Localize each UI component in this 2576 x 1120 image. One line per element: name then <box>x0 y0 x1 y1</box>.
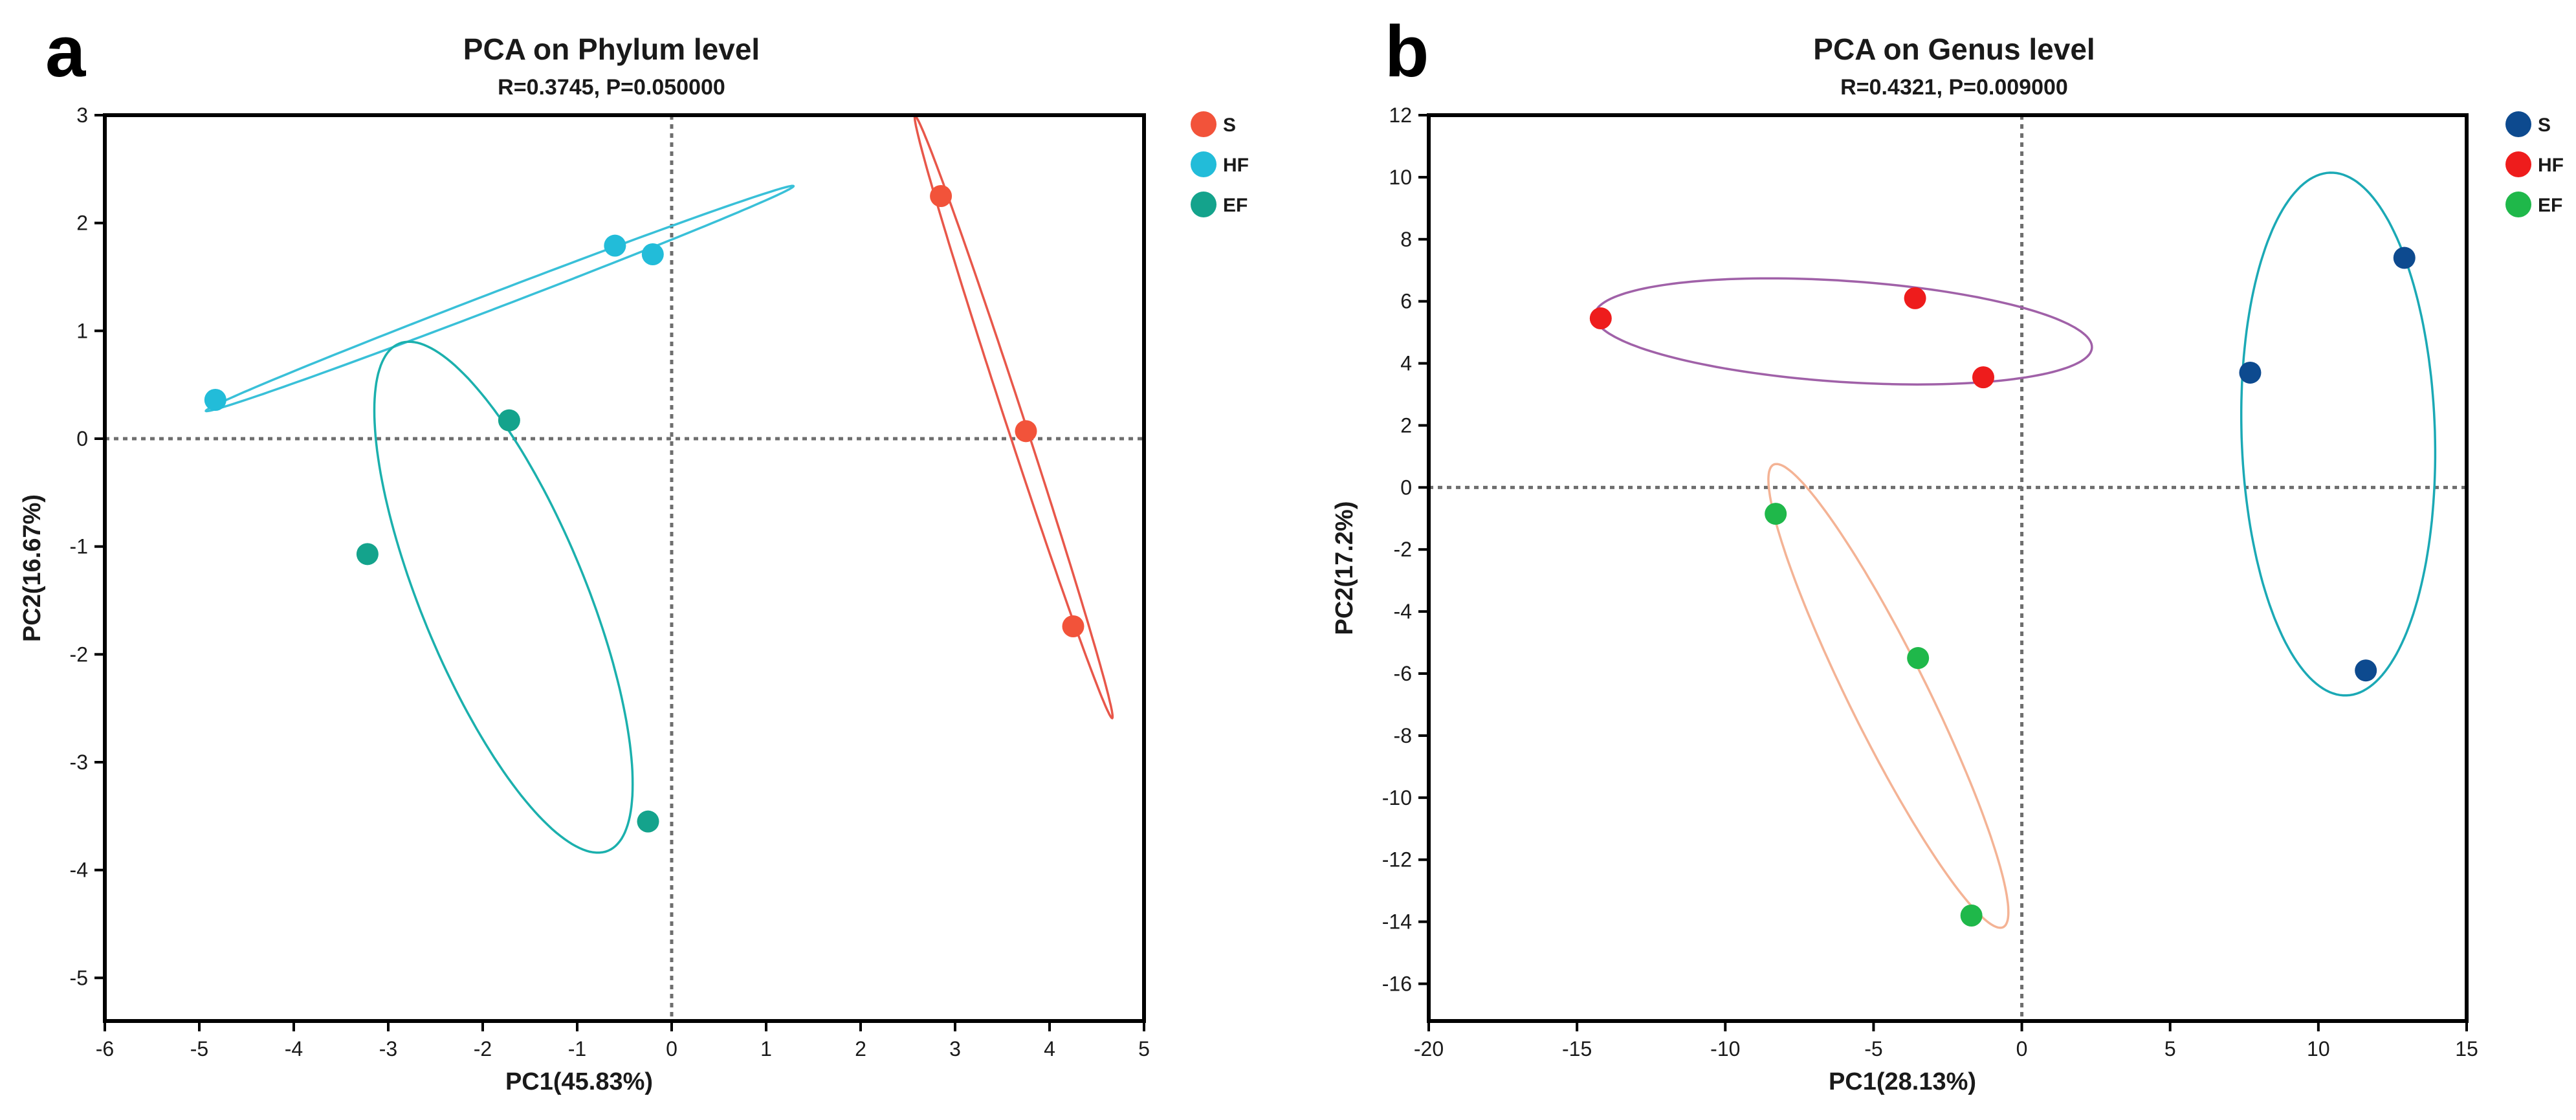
x-tick-label: -3 <box>379 1037 397 1060</box>
point-ef <box>637 810 659 833</box>
chart-title: PCA on Phylum level <box>463 32 760 66</box>
legend-label-ef: EF <box>2538 195 2562 216</box>
point-s <box>930 185 952 207</box>
plot-frame <box>1427 113 2469 1023</box>
x-tick-label: -1 <box>568 1037 586 1060</box>
x-tick-label: 0 <box>666 1037 677 1060</box>
point-ef <box>1960 904 1983 927</box>
point-s <box>2355 659 2377 682</box>
x-tick-label: 5 <box>2164 1037 2176 1060</box>
ellipse-hf <box>1593 277 2093 386</box>
y-tick-label: 2 <box>76 212 88 235</box>
y-tick-label: 6 <box>1400 290 1412 313</box>
x-tick-label: -4 <box>285 1037 303 1060</box>
ellipse-ef <box>373 340 634 854</box>
ellipse-ef <box>1767 463 2010 929</box>
chart-subtitle: R=0.3745, P=0.050000 <box>498 75 725 100</box>
y-axis-label: PC2(16.67%) <box>19 494 46 642</box>
point-ef <box>1907 647 1930 670</box>
legend-label-hf: HF <box>1223 155 1249 176</box>
legend-label-s: S <box>1223 115 1236 136</box>
point-hf <box>204 389 226 411</box>
point-hf <box>1589 307 1612 330</box>
x-tick-label: -10 <box>1710 1037 1740 1060</box>
point-s <box>1015 420 1037 443</box>
y-tick-label: -10 <box>1382 786 1412 809</box>
y-tick-label: 2 <box>1400 413 1412 437</box>
chart-title: PCA on Genus level <box>1813 32 2095 66</box>
x-tick-label: -5 <box>1864 1037 1882 1060</box>
legend-label-s: S <box>2538 115 2551 136</box>
chart-subtitle: R=0.4321, P=0.009000 <box>1840 75 2068 100</box>
point-hf <box>604 234 626 257</box>
point-s <box>2393 247 2416 269</box>
panel-letter: b <box>1385 11 1429 92</box>
point-ef <box>356 543 379 565</box>
legend-marker-s <box>2505 111 2531 137</box>
y-tick-label: -4 <box>70 859 88 882</box>
y-tick-label: -8 <box>1394 724 1412 747</box>
x-tick-label: 5 <box>1138 1037 1150 1060</box>
point-s <box>2239 361 2262 384</box>
panel-a: a PCA on Phylum level R=0.3745, P=0.050000… <box>19 11 1249 1095</box>
panel-letter: a <box>45 11 86 92</box>
point-s <box>1062 615 1084 637</box>
point-hf <box>1972 366 1994 389</box>
x-tick-label: 15 <box>2455 1037 2478 1060</box>
y-tick-label: 1 <box>76 319 88 342</box>
ellipse-s <box>2240 171 2437 697</box>
y-tick-label: 12 <box>1389 104 1412 127</box>
legend-label-ef: EF <box>1223 195 1248 216</box>
legend-marker-s <box>1191 111 1216 137</box>
x-tick-label: -20 <box>1414 1037 1444 1060</box>
y-tick-label: -2 <box>1394 538 1412 561</box>
x-tick-label: 2 <box>855 1037 866 1060</box>
y-tick-label: -16 <box>1382 972 1412 995</box>
x-tick-label: -15 <box>1562 1037 1592 1060</box>
x-tick-label: 10 <box>2307 1037 2330 1060</box>
x-tick-label: 4 <box>1044 1037 1055 1060</box>
y-tick-label: -6 <box>1394 662 1412 685</box>
legend-marker-hf <box>1191 151 1216 177</box>
point-hf <box>641 243 664 265</box>
y-tick-label: -2 <box>70 642 88 666</box>
y-tick-label: 0 <box>1400 476 1412 499</box>
y-tick-label: 0 <box>76 427 88 450</box>
y-tick-label: 3 <box>76 104 88 127</box>
y-tick-label: -14 <box>1382 910 1412 934</box>
legend-label-hf: HF <box>2538 155 2564 176</box>
legend-marker-ef <box>1191 192 1216 217</box>
x-tick-label: 1 <box>760 1037 772 1060</box>
point-hf <box>1904 287 1926 309</box>
point-ef <box>498 409 520 432</box>
x-tick-label: 0 <box>2016 1037 2028 1060</box>
legend-marker-hf <box>2505 151 2531 177</box>
x-tick-label: -2 <box>474 1037 492 1060</box>
y-tick-label: -3 <box>70 751 88 774</box>
x-tick-label: -5 <box>190 1037 208 1060</box>
ellipse-hf <box>204 184 795 413</box>
y-tick-label: 10 <box>1389 166 1412 189</box>
y-tick-label: 8 <box>1400 228 1412 251</box>
point-ef <box>1765 503 1787 525</box>
x-axis-label: PC1(28.13%) <box>1829 1068 1976 1095</box>
y-tick-label: -12 <box>1382 848 1412 872</box>
y-tick-label: 4 <box>1400 352 1412 375</box>
x-tick-label: -6 <box>96 1037 114 1060</box>
panel-b: b PCA on Genus level R=0.4321, P=0.009000 -… <box>1331 11 2564 1095</box>
y-tick-label: -4 <box>1394 600 1412 623</box>
y-tick-label: -5 <box>70 966 88 989</box>
y-axis-label: PC2(17.2%) <box>1331 501 1358 635</box>
x-tick-label: 3 <box>949 1037 961 1060</box>
plot-frame <box>103 113 1146 1023</box>
legend-marker-ef <box>2505 192 2531 217</box>
x-axis-label: PC1(45.83%) <box>505 1068 653 1095</box>
y-tick-label: -1 <box>70 535 88 558</box>
